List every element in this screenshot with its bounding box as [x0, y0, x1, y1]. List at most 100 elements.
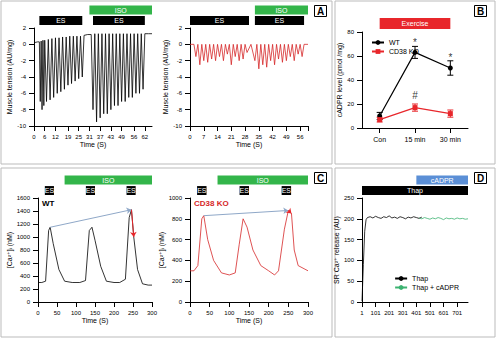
svg-text:50: 50 [347, 278, 354, 284]
svg-text:WT: WT [389, 39, 401, 46]
svg-text:Time (S): Time (S) [82, 317, 109, 325]
svg-text:ISO: ISO [115, 7, 128, 14]
svg-text:-8: -8 [21, 107, 27, 113]
svg-text:Thap + cADPR: Thap + cADPR [412, 284, 459, 292]
svg-text:#: # [412, 90, 418, 101]
svg-text:101: 101 [371, 310, 382, 316]
svg-text:cADPR level (pmol /mg): cADPR level (pmol /mg) [336, 43, 344, 118]
svg-text:-4: -4 [177, 74, 183, 80]
svg-text:50: 50 [206, 310, 213, 316]
svg-text:1: 1 [360, 310, 364, 316]
svg-text:201: 201 [384, 310, 395, 316]
svg-text:1400: 1400 [17, 208, 31, 214]
svg-text:800: 800 [20, 247, 31, 253]
svg-text:600: 600 [20, 260, 31, 266]
svg-text:300: 300 [303, 310, 314, 316]
svg-text:100: 100 [344, 257, 355, 263]
svg-text:ES: ES [56, 17, 66, 24]
svg-text:ISO: ISO [275, 7, 288, 14]
svg-text:A: A [317, 6, 324, 17]
svg-text:ES: ES [114, 17, 124, 24]
svg-text:401: 401 [411, 310, 422, 316]
svg-text:2: 2 [179, 25, 183, 31]
svg-text:301: 301 [398, 310, 409, 316]
svg-text:[Ca²⁺]ᵢ (nM): [Ca²⁺]ᵢ (nM) [6, 232, 14, 268]
svg-text:25: 25 [75, 134, 82, 140]
svg-text:40: 40 [347, 77, 354, 83]
svg-text:Con: Con [373, 136, 386, 143]
svg-text:37: 37 [97, 134, 104, 140]
svg-text:150: 150 [244, 310, 255, 316]
svg-text:0: 0 [36, 310, 40, 316]
svg-text:ISO: ISO [257, 177, 270, 184]
svg-text:31: 31 [86, 134, 93, 140]
svg-text:C: C [317, 173, 324, 184]
svg-text:Muscle tension (AU/mg): Muscle tension (AU/mg) [6, 40, 14, 115]
svg-text:0: 0 [23, 41, 27, 47]
svg-text:250: 250 [344, 195, 355, 201]
svg-text:0: 0 [188, 310, 192, 316]
svg-text:-10: -10 [173, 123, 182, 129]
svg-text:100: 100 [71, 310, 82, 316]
svg-text:0: 0 [188, 134, 192, 140]
svg-text:*: * [448, 52, 452, 63]
svg-text:200: 200 [172, 278, 183, 284]
svg-text:501: 501 [425, 310, 436, 316]
svg-text:20: 20 [347, 101, 354, 107]
svg-text:15 min: 15 min [404, 136, 425, 143]
svg-text:0: 0 [27, 299, 31, 305]
svg-text:-6: -6 [177, 90, 183, 96]
svg-text:-8: -8 [177, 107, 183, 113]
svg-text:62: 62 [142, 134, 149, 140]
svg-text:19: 19 [65, 134, 72, 140]
svg-text:0: 0 [351, 299, 355, 305]
svg-text:200: 200 [20, 286, 31, 292]
svg-text:B: B [477, 6, 484, 17]
svg-text:0: 0 [32, 134, 36, 140]
svg-text:1000: 1000 [169, 195, 183, 201]
svg-text:ES: ES [86, 187, 96, 194]
svg-text:ES: ES [45, 187, 55, 194]
svg-text:35: 35 [255, 134, 262, 140]
svg-text:ES: ES [126, 187, 136, 194]
svg-text:7: 7 [202, 134, 206, 140]
svg-text:14: 14 [214, 134, 221, 140]
svg-text:701: 701 [452, 310, 463, 316]
svg-text:Thap: Thap [407, 187, 423, 195]
svg-text:ISO: ISO [102, 177, 115, 184]
svg-text:-2: -2 [21, 58, 27, 64]
svg-text:Time (S): Time (S) [80, 141, 107, 149]
svg-text:-4: -4 [21, 74, 27, 80]
svg-text:CD38 KO: CD38 KO [389, 48, 420, 55]
svg-text:49: 49 [283, 134, 290, 140]
svg-text:2: 2 [23, 25, 27, 31]
svg-text:300: 300 [147, 310, 158, 316]
svg-text:1000: 1000 [17, 234, 31, 240]
svg-text:CD38 KO: CD38 KO [194, 199, 229, 208]
svg-text:Exercise: Exercise [402, 20, 429, 27]
svg-text:6: 6 [43, 134, 47, 140]
svg-text:Muscle tension (AU/mg): Muscle tension (AU/mg) [162, 40, 170, 115]
svg-text:100: 100 [224, 310, 235, 316]
svg-text:30 min: 30 min [440, 136, 461, 143]
svg-text:ES: ES [215, 17, 225, 24]
svg-text:1600: 1600 [17, 195, 31, 201]
svg-text:200: 200 [264, 310, 275, 316]
svg-text:SR Ca²⁺ release (AU): SR Ca²⁺ release (AU) [333, 216, 341, 284]
svg-text:ES: ES [275, 17, 285, 24]
svg-text:0: 0 [351, 125, 355, 131]
svg-text:-10: -10 [17, 123, 26, 129]
svg-text:150: 150 [344, 237, 355, 243]
svg-text:250: 250 [283, 310, 294, 316]
svg-text:400: 400 [20, 273, 31, 279]
svg-text:1200: 1200 [17, 221, 31, 227]
svg-text:150: 150 [90, 310, 101, 316]
svg-text:12: 12 [52, 134, 59, 140]
svg-text:*: * [413, 37, 417, 48]
svg-text:49: 49 [118, 134, 125, 140]
svg-text:ES: ES [282, 187, 292, 194]
svg-text:-6: -6 [21, 90, 27, 96]
svg-text:50: 50 [54, 310, 61, 316]
svg-text:43: 43 [108, 134, 115, 140]
svg-text:0: 0 [179, 41, 183, 47]
